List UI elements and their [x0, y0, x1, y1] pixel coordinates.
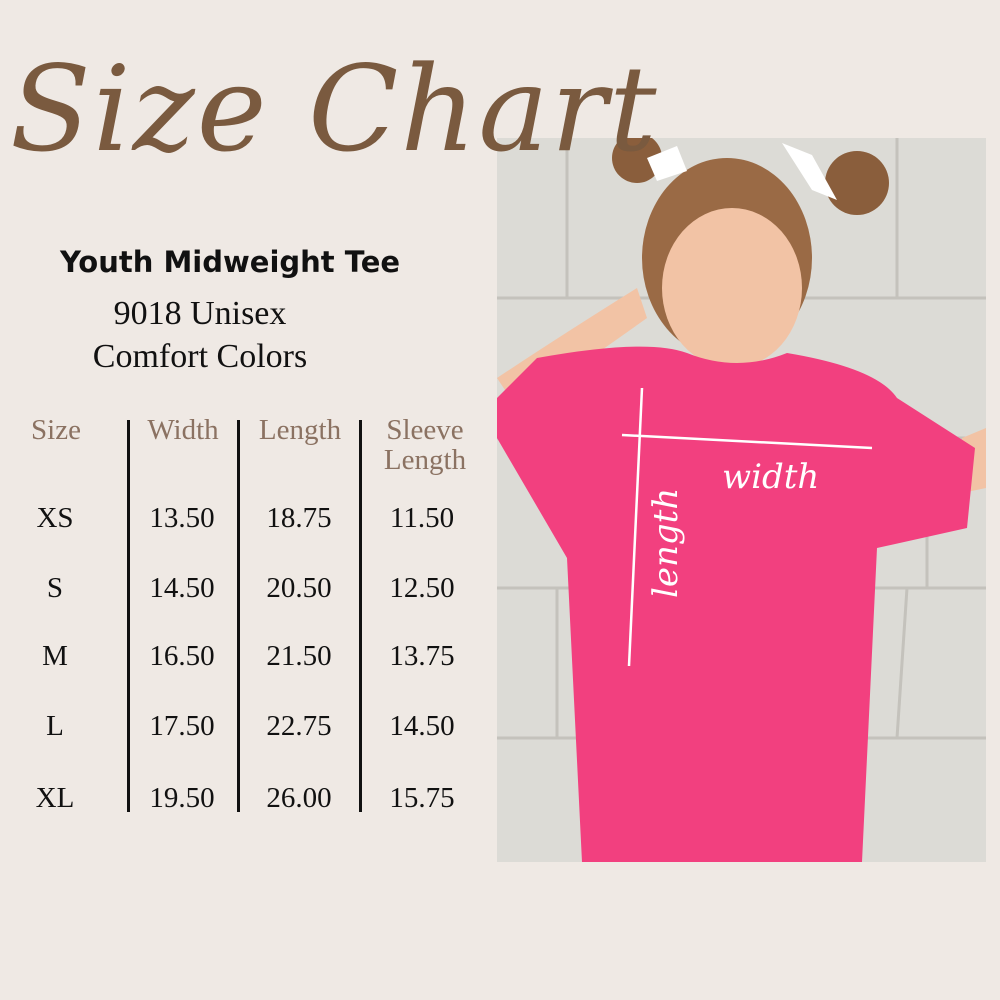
- size-cell: M: [42, 640, 68, 672]
- hair-bows: [647, 143, 837, 200]
- column-divider: [359, 420, 362, 812]
- product-brand: Comfort Colors: [92, 338, 308, 375]
- measurement-cell: 13.75: [389, 640, 455, 672]
- measurement-cell: 15.75: [389, 782, 455, 814]
- model-photo: width length: [497, 138, 986, 862]
- column-divider: [127, 420, 130, 812]
- measurement-cell: 17.50: [149, 710, 215, 742]
- header-length: Length: [258, 414, 342, 446]
- size-cell: XS: [36, 502, 74, 534]
- page-title: Size Chart: [10, 40, 659, 178]
- measurement-cell: 22.75: [266, 710, 332, 742]
- size-cell: S: [46, 572, 64, 604]
- measurement-cell: 21.50: [266, 640, 332, 672]
- product-model: 9018 Unisex: [113, 295, 287, 332]
- measurement-cell: 26.00: [266, 782, 332, 814]
- measurement-cell: 14.50: [389, 710, 455, 742]
- measurement-cell: 12.50: [389, 572, 455, 604]
- width-label: width: [722, 457, 819, 497]
- width-line: [621, 433, 873, 450]
- size-cell: L: [46, 710, 64, 742]
- pink-tee: [497, 346, 975, 862]
- size-cell: XL: [35, 782, 75, 814]
- length-label: length: [646, 488, 686, 598]
- measurement-cell: 19.50: [149, 782, 215, 814]
- measurement-cell: 16.50: [149, 640, 215, 672]
- measurement-cell: 11.50: [389, 502, 455, 534]
- measurement-cell: 18.75: [266, 502, 332, 534]
- measurement-cell: 13.50: [149, 502, 215, 534]
- product-name: Youth Midweight Tee: [59, 245, 401, 279]
- length-line: [627, 387, 644, 667]
- measurement-cell: 20.50: [266, 572, 332, 604]
- header-width: Width: [147, 414, 219, 446]
- header-size: Size: [31, 414, 81, 446]
- measurement-cell: 14.50: [149, 572, 215, 604]
- column-divider: [237, 420, 240, 812]
- header-sleeve-length: Sleeve Length: [383, 414, 467, 476]
- face: [662, 208, 802, 368]
